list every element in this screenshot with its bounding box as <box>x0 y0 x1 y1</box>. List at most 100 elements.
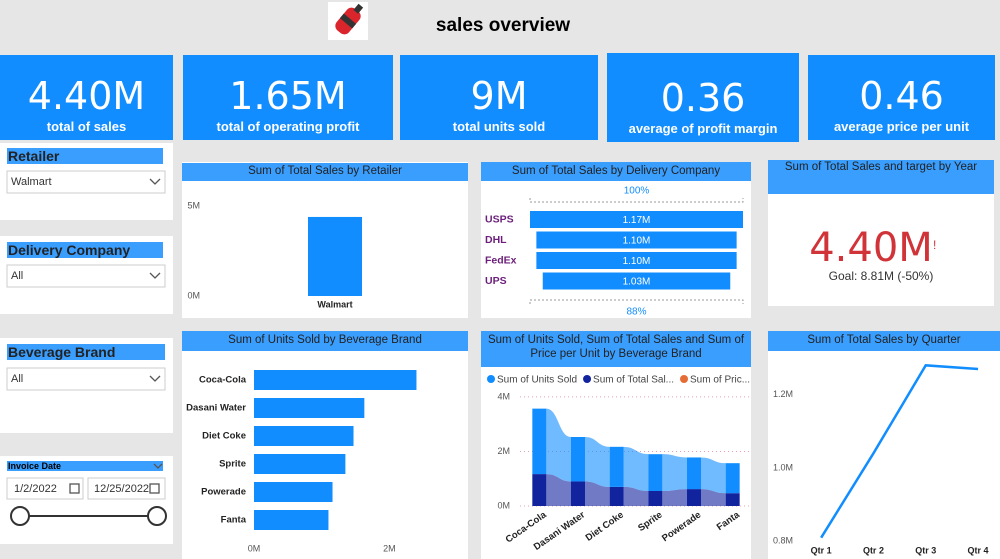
ribbon <box>701 489 726 506</box>
kpi-value: 1.65M <box>229 74 347 118</box>
panel-title-bars <box>182 160 1000 367</box>
bar <box>254 426 354 446</box>
y-tick-label: Powerade <box>201 487 246 498</box>
slicer-title: Beverage Brand <box>8 344 116 360</box>
funnel-bar <box>536 231 737 249</box>
kpi-card <box>607 53 799 142</box>
card-goal: Goal: 8.81M (-50%) <box>828 269 934 283</box>
y-tick-label: 0M <box>497 500 510 510</box>
y-tick-label: 1.0M <box>773 462 793 472</box>
kpi-card <box>400 55 598 140</box>
ribbon <box>585 481 610 506</box>
bar <box>254 398 365 418</box>
dropdowns[interactable] <box>6 170 166 500</box>
category-label: DHL <box>485 234 507 246</box>
x-tick-label: Qtr 2 <box>863 545 884 555</box>
kpi-card <box>183 55 393 140</box>
ribbon <box>585 437 610 487</box>
chevrons <box>69 178 163 494</box>
card-alert: ! <box>933 238 937 252</box>
ribbon <box>701 457 726 494</box>
column-segment <box>609 486 624 506</box>
date-end[interactable]: 12/25/2022 <box>94 483 150 495</box>
kpi-label: total units sold <box>452 119 546 134</box>
category-label: UPS <box>485 275 507 287</box>
column-segment <box>687 457 701 490</box>
card-title: Sum of Total Sales and target by Year <box>784 161 978 173</box>
legend-label: Sum of Pric... <box>690 375 750 386</box>
x-tick-label: 2M <box>383 543 396 553</box>
chart-title: Sum of Units Sold by Beverage Brand <box>228 334 422 346</box>
y-tick-label: Sprite <box>219 459 246 470</box>
legend-label: Sum of Units Sold <box>497 375 577 386</box>
chart-title: Sum of Total Sales by Retailer <box>248 165 402 177</box>
kpi-value: 0.36 <box>660 76 746 120</box>
funnel-bottom-label: 88% <box>626 307 646 318</box>
y-tick-label: Dasani Water <box>186 403 246 414</box>
chart-title: Sum of Units Sold, Sum of Total Sales an… <box>487 334 745 360</box>
bar <box>308 216 362 296</box>
y-tick-label: 5M <box>187 201 200 211</box>
date-start[interactable]: 1/2/2022 <box>14 483 57 495</box>
ribbon <box>546 474 571 506</box>
value-label: 1.10M <box>623 256 651 267</box>
column-segment <box>725 493 740 506</box>
slicer-value[interactable]: All <box>11 270 24 282</box>
column-segment <box>532 408 547 475</box>
funnel-bar <box>530 211 743 228</box>
x-tick-label: Walmart <box>317 299 352 309</box>
ribbon <box>546 408 571 482</box>
column-segment <box>609 446 624 487</box>
x-tick-label: Qtr 4 <box>968 545 989 555</box>
funnel-bar <box>542 272 731 290</box>
bar <box>254 510 329 530</box>
ribbon <box>662 489 687 506</box>
column-segment <box>532 474 547 506</box>
slicer-value[interactable]: All <box>11 373 24 385</box>
column-segment <box>648 491 663 506</box>
kpi-label: average of profit margin <box>628 121 778 136</box>
column-segment <box>571 437 585 482</box>
legend-marker <box>680 375 689 383</box>
y-tick-label: Diet Coke <box>202 431 246 442</box>
y-tick-label: Coca-Cola <box>199 375 247 386</box>
column-segment <box>725 463 740 494</box>
column-segment <box>648 454 663 491</box>
legend-marker <box>487 375 495 383</box>
legend-marker <box>583 375 592 383</box>
logo <box>335 3 364 35</box>
legend-label: Sum of Total Sal... <box>593 375 674 386</box>
value-label: 1.03M <box>623 277 651 288</box>
bar <box>254 454 346 474</box>
card-value: 4.40M <box>809 225 933 271</box>
y-tick-label: 0M <box>187 290 200 300</box>
bar <box>254 482 333 502</box>
slicer-value[interactable]: Walmart <box>11 176 52 188</box>
kpi-value: 4.40M <box>27 74 146 118</box>
y-tick-label: 4M <box>497 391 510 401</box>
page-title: sales overview <box>435 15 571 36</box>
y-tick-label: 2M <box>497 446 510 456</box>
column-segment <box>571 481 585 506</box>
funnel-bar <box>536 252 737 269</box>
kpi-card <box>808 55 995 140</box>
date-slider[interactable] <box>10 506 167 526</box>
kpi-label: total of operating profit <box>216 119 360 134</box>
category-label: USPS <box>485 213 514 225</box>
x-tick-label: 0M <box>248 543 261 553</box>
slicer-title: Retailer <box>8 148 60 164</box>
funnel-bracket <box>529 299 744 304</box>
slicer-title: Invoice Date <box>8 461 62 471</box>
bar <box>254 370 417 390</box>
ribbon <box>662 454 687 491</box>
value-label: 1.10M <box>623 236 651 247</box>
kpi-label: average price per unit <box>833 119 970 134</box>
kpi-value: 0.46 <box>859 74 944 118</box>
ribbon <box>623 446 649 491</box>
kpi-label: total of sales <box>46 119 127 134</box>
kpi-value: 9M <box>470 74 528 118</box>
y-tick-label: Fanta <box>221 515 247 526</box>
ribbon <box>623 486 649 506</box>
